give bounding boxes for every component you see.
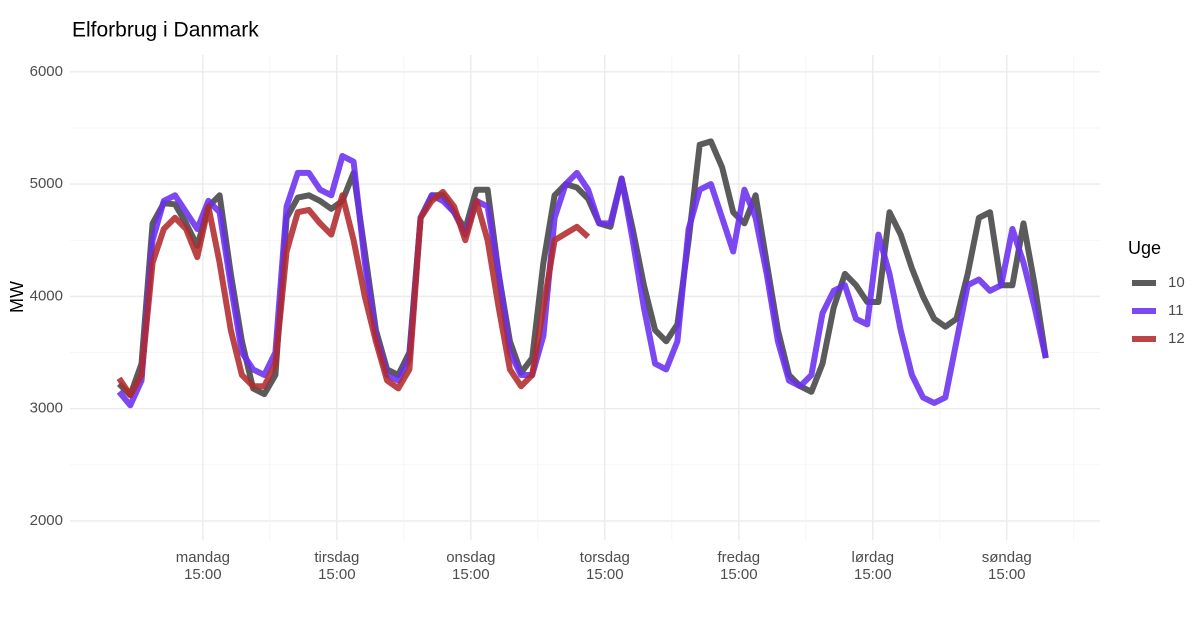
x-tick-label: mandag 15:00: [175, 549, 230, 583]
x-tick-label: onsdag 15:00: [446, 549, 496, 583]
legend-title: Uge: [1128, 238, 1161, 258]
x-tick-label: fredag 15:00: [717, 549, 761, 583]
x-tick-label: tirsdag 15:00: [314, 549, 360, 583]
y-tick-label: 6000: [30, 63, 63, 80]
y-tick-label: 3000: [30, 400, 63, 417]
legend-label: 11: [1168, 302, 1184, 319]
y-axis-label: MW: [7, 281, 27, 313]
legend-label: 10: [1168, 274, 1185, 291]
y-tick-label: 5000: [30, 175, 63, 192]
y-tick-label: 2000: [30, 512, 63, 529]
legend-label: 12: [1168, 330, 1185, 347]
x-tick-label: torsdag 15:00: [579, 549, 630, 583]
series-line: [116, 138, 1049, 399]
series-line: [116, 189, 591, 399]
x-tick-label: søndag 15:00: [981, 549, 1032, 583]
x-tick-label: lørdag 15:00: [851, 549, 895, 583]
chart-title: Elforbrug i Danmark: [72, 19, 259, 42]
y-tick-label: 4000: [30, 287, 63, 304]
